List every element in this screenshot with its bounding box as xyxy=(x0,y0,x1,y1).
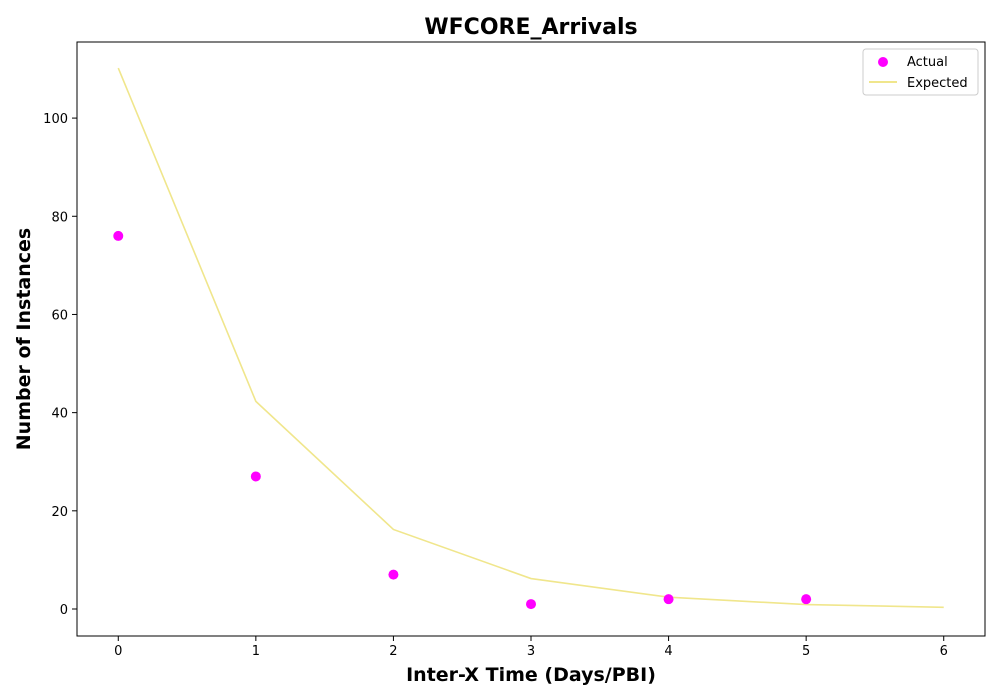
plot-marks xyxy=(113,67,944,610)
x-tick-label-3: 3 xyxy=(527,644,535,659)
y-tick-label-0: 0 xyxy=(60,603,68,618)
actual-point-2 xyxy=(388,569,399,580)
x-tick-label-2: 2 xyxy=(389,644,397,659)
chart-title: WFCORE_Arrivals xyxy=(424,15,637,40)
actual-point-5 xyxy=(801,594,812,605)
x-tick-label-5: 5 xyxy=(802,644,810,659)
expected-line xyxy=(117,67,944,609)
y-tick-label-2: 40 xyxy=(51,407,68,422)
x-tick-label-4: 4 xyxy=(664,644,672,659)
legend-expected-label: Expected xyxy=(907,76,968,91)
legend-actual-marker xyxy=(878,57,888,67)
x-axis-label: Inter-X Time (Days/PBI) xyxy=(406,664,656,686)
y-tick-label-4: 80 xyxy=(51,210,68,225)
x-tick-label-1: 1 xyxy=(252,644,260,659)
y-axis-label: Number of Instances xyxy=(13,228,35,450)
legend: Actual Expected xyxy=(862,48,979,96)
plot-frame xyxy=(76,41,986,637)
x-tick-label-6: 6 xyxy=(940,644,948,659)
y-tick-label-5: 100 xyxy=(43,112,68,127)
y-tick-label-1: 20 xyxy=(51,505,68,520)
x-tick-label-0: 0 xyxy=(114,644,122,659)
y-tick-label-3: 60 xyxy=(51,308,68,323)
actual-point-0 xyxy=(113,230,124,241)
actual-point-4 xyxy=(663,594,674,605)
actual-point-3 xyxy=(526,599,536,610)
legend-actual-label: Actual xyxy=(907,55,948,70)
legend-box xyxy=(862,48,979,96)
actual-point-1 xyxy=(250,471,261,482)
